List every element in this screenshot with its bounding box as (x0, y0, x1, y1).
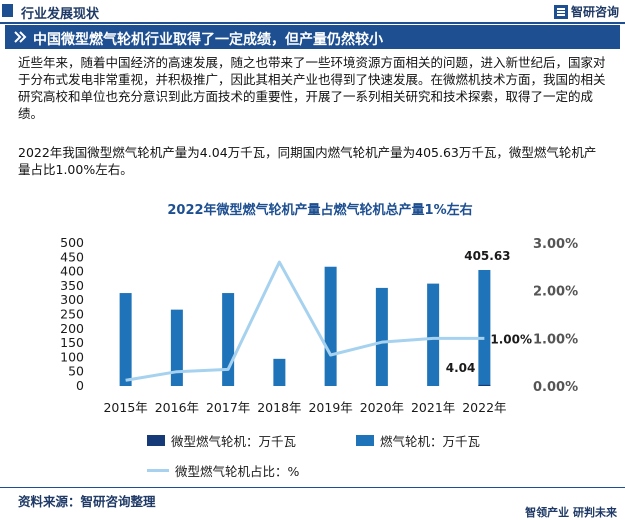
bar-total-2017年 (222, 293, 235, 386)
left-y-tick-label: 500 (60, 235, 84, 250)
data-label-micro-2022: 4.04 (446, 361, 476, 375)
footer-divider (0, 487, 625, 488)
legend-ratio: 微型燃气轮机占比：% (147, 461, 299, 480)
x-tick-label: 2019年 (308, 400, 352, 415)
left-y-tick-label: 350 (60, 278, 84, 293)
x-axis: 2015年 2016年 2017年 2018年 2019年 2020年 2021年 2022年 (103, 400, 506, 415)
data-source: 资料来源：智研咨询整理 (18, 494, 156, 509)
bar-total-2019年 (324, 266, 337, 386)
right-y-axis: 0.00% 1.00% 2.00% 3.00% (533, 237, 578, 395)
logo-icon (553, 4, 568, 19)
chevron-icon (14, 31, 27, 43)
data-labels: 405.63 4.04 1.00% (446, 249, 532, 375)
headline-banner: 中国微型燃气轮机行业取得了一定成绩，但产量仍然较小 (5, 25, 620, 49)
bar-series (119, 266, 491, 386)
bar-total-2018年 (273, 358, 286, 386)
section-title: 行业发展现状 (21, 7, 100, 22)
right-y-tick-label: 2.00% (533, 285, 578, 300)
summary-paragraph: 2022年我国微型燃气轮机产量为4.04万千瓦，同期国内燃气轮机产量为405.6… (18, 145, 597, 177)
legend-label-micro: 微型燃气轮机：万千瓦 (171, 434, 297, 449)
brand-slogan: 智领产业 研判未来 (525, 506, 617, 519)
x-tick-label: 2018年 (257, 400, 301, 415)
top-header: 行业发展现状 智研咨询 (0, 0, 625, 22)
left-y-tick-label: 100 (60, 349, 84, 364)
legend-label-total: 燃气轮机：万千瓦 (380, 434, 481, 449)
x-tick-label: 2021年 (411, 400, 455, 415)
legend-micro: 微型燃气轮机：万千瓦 (147, 431, 296, 450)
bar-micro-2022年 (478, 384, 491, 386)
x-tick-label: 2020年 (360, 400, 404, 415)
left-y-tick-label: 150 (60, 335, 84, 350)
intro-paragraph: 近些年来，随着中国经济的高速发展，随之也带来了一些环境资源方面相关的问题，进入新… (18, 55, 606, 121)
chart-title: 2022年微型燃气轮机产量占燃气轮机总产量1%左右 (167, 202, 472, 218)
bar-total-2022年 (478, 269, 491, 386)
banner-text: 中国微型燃气轮机行业取得了一定成绩，但产量仍然较小 (33, 32, 383, 48)
left-y-tick-label: 0 (76, 378, 84, 393)
legend-swatch-ratio (147, 469, 169, 472)
data-label-total-2022: 405.63 (464, 249, 510, 263)
ratio-line-series (125, 260, 485, 382)
x-tick-label: 2015年 (103, 400, 147, 415)
data-label-ratio-2022: 1.00% (490, 332, 532, 346)
legend-total: 燃气轮机：万千瓦 (356, 431, 480, 450)
left-y-tick-label: 400 (60, 264, 84, 279)
bar-total-2016年 (170, 309, 183, 386)
x-tick-label: 2017年 (206, 400, 250, 415)
legend-label-ratio: 微型燃气轮机占比：% (175, 464, 300, 479)
left-y-tick-label: 300 (60, 292, 84, 307)
bar-total-2015年 (119, 293, 132, 386)
header-divider (0, 22, 625, 24)
bar-total-2020年 (375, 287, 388, 386)
left-y-tick-label: 50 (68, 364, 84, 379)
left-y-tick-label: 200 (60, 321, 84, 336)
brand-logo: 智研咨询 (553, 3, 619, 20)
left-y-tick-label: 250 (60, 307, 84, 322)
right-y-tick-label: 0.00% (533, 380, 578, 395)
logo-text: 智研咨询 (570, 5, 619, 19)
right-y-tick-label: 3.00% (533, 237, 578, 252)
x-tick-label: 2022年 (462, 400, 506, 415)
right-y-tick-label: 1.00% (533, 332, 578, 347)
left-y-tick-label: 450 (60, 249, 84, 264)
production-chart: 2022年微型燃气轮机产量占燃气轮机总产量1%左右 05010015020025… (60, 202, 578, 415)
ratio-line (125, 260, 485, 382)
legend-swatch-total (356, 435, 374, 446)
x-tick-label: 2016年 (155, 400, 199, 415)
bar-total-2021年 (427, 283, 440, 386)
legend-swatch-micro (147, 435, 165, 446)
section-marker (2, 4, 13, 17)
